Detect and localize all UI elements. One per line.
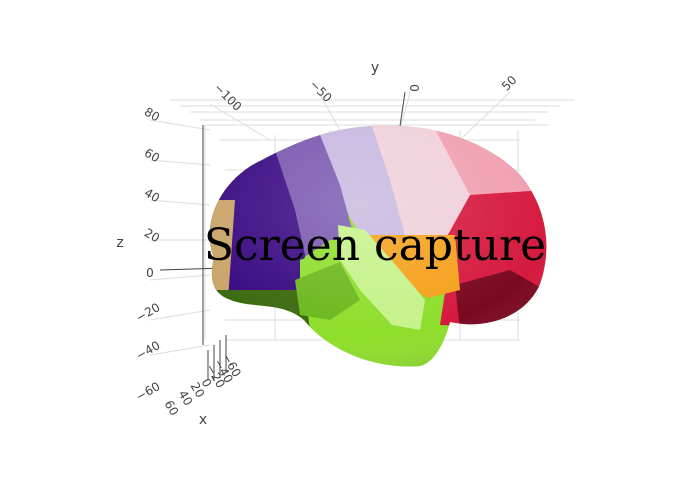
z-tick-label: −40 bbox=[134, 338, 163, 363]
x-tick-label: 40 bbox=[176, 388, 196, 408]
z-tick-label: −60 bbox=[134, 379, 163, 404]
z-tick-label: 80 bbox=[142, 105, 162, 125]
y-axis-title: y bbox=[371, 60, 379, 76]
x-tick-label: 20 bbox=[188, 380, 208, 400]
y-tick-label: −50 bbox=[307, 77, 335, 105]
x-tick-label: 60 bbox=[162, 398, 182, 418]
z-tick-label: 0 bbox=[146, 266, 154, 280]
y-tick-label: −100 bbox=[211, 81, 244, 114]
z-tick-label: −20 bbox=[134, 300, 163, 325]
z-tick-label: 60 bbox=[142, 146, 162, 166]
y-tick-label: 0 bbox=[407, 84, 421, 92]
z-tick-label: 20 bbox=[142, 226, 162, 246]
screen-capture-overlay: Screen capture bbox=[204, 220, 546, 271]
x-axis-title: x bbox=[199, 412, 207, 428]
y-tick-label: 50 bbox=[499, 73, 520, 94]
z-tick-label: 40 bbox=[142, 186, 162, 206]
z-axis-title: z bbox=[116, 235, 123, 251]
